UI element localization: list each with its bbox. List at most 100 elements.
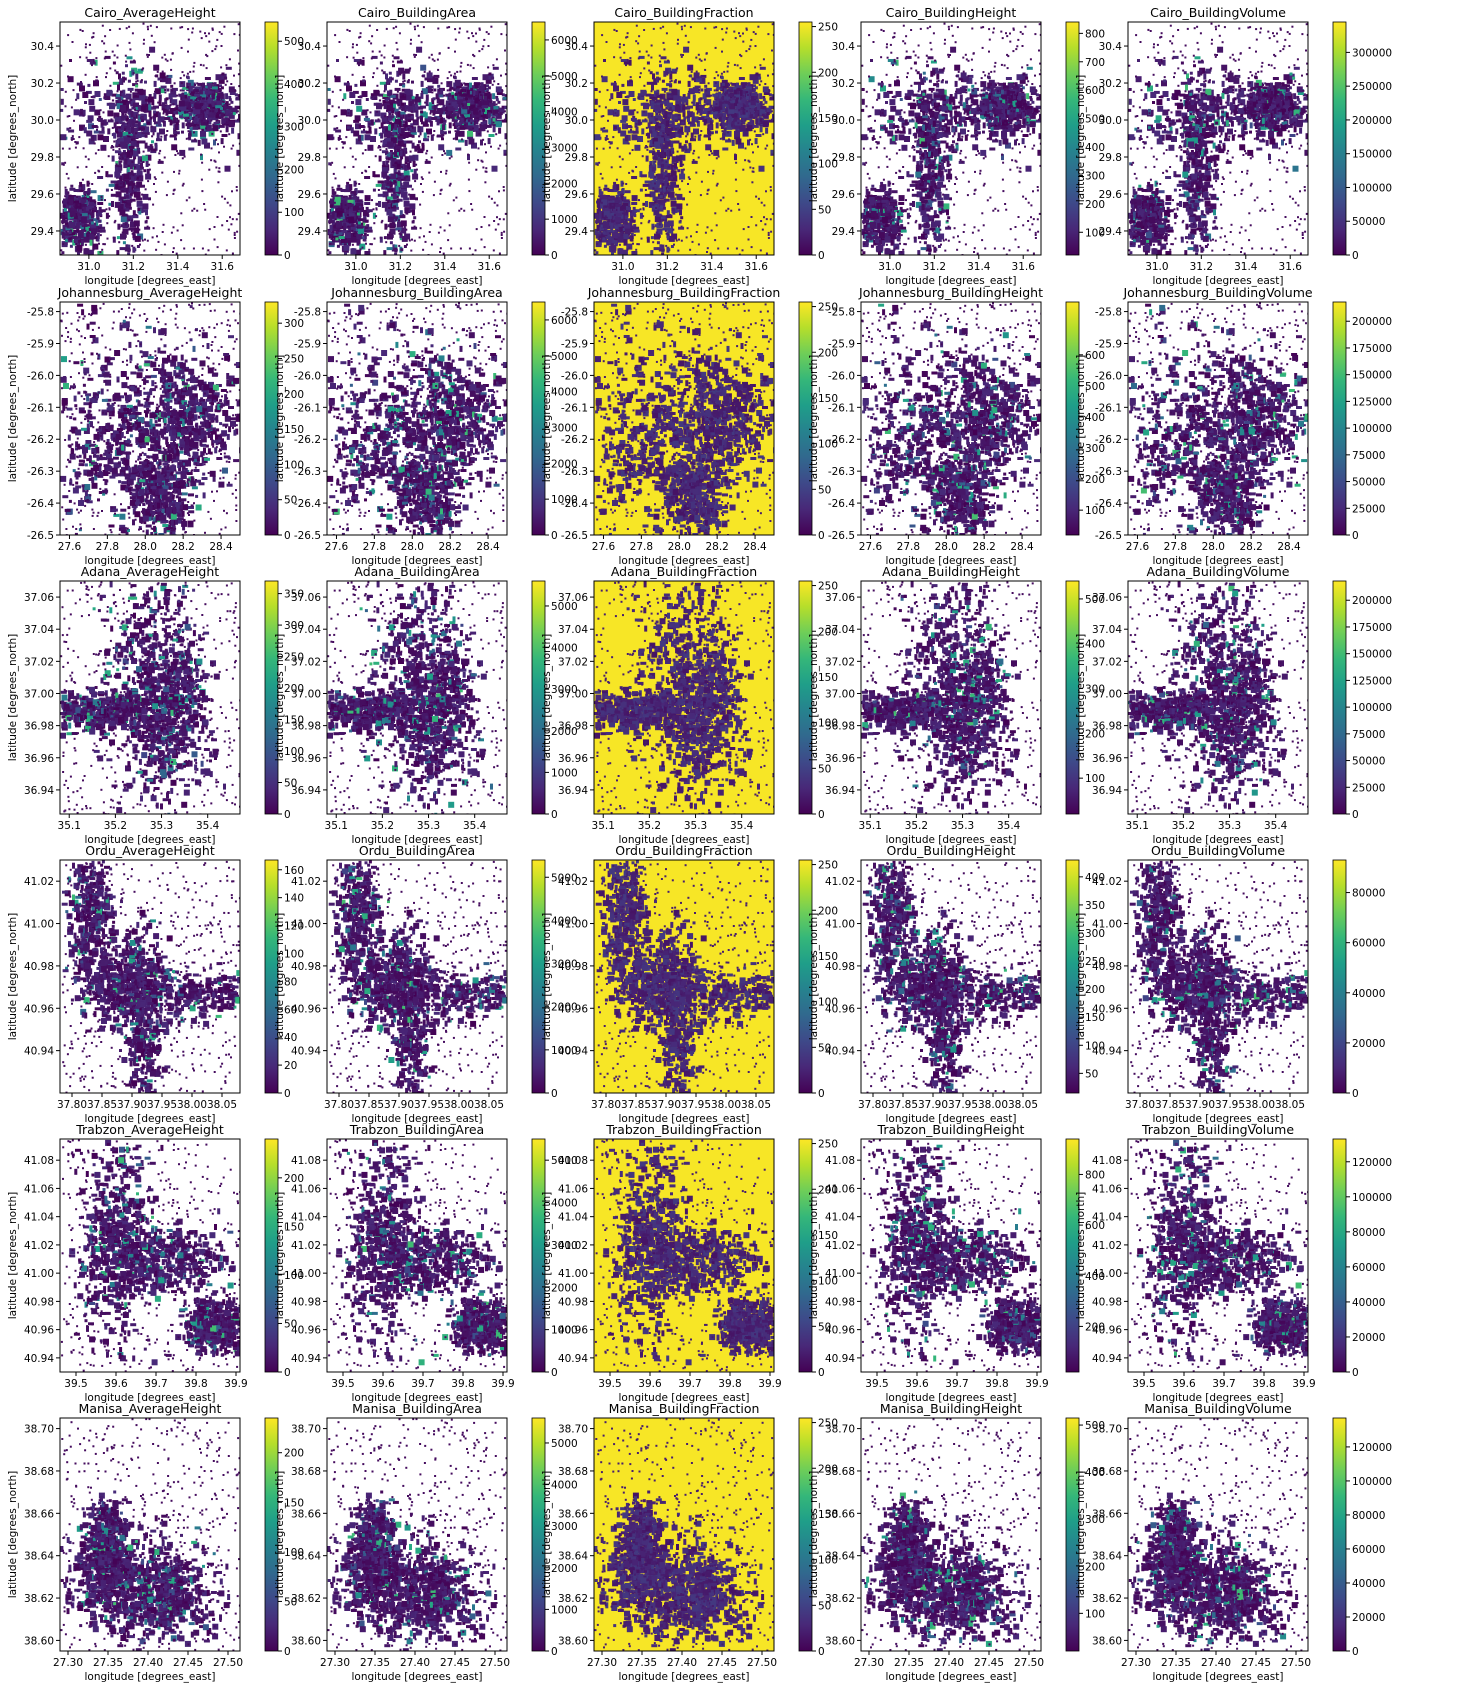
raster-cell [235,218,238,221]
raster-cell [149,116,153,120]
raster-cell [138,94,145,101]
raster-cell [638,94,645,100]
raster-cell [422,74,426,78]
raster-cell [487,106,490,110]
raster-cell [340,189,347,192]
raster-cell [471,77,478,80]
raster-cell [119,78,123,85]
raster-cell [177,152,180,155]
raster-cell [672,167,676,171]
raster-cell [477,111,484,118]
raster-cell [132,72,135,75]
raster-cell [691,120,695,127]
raster-cell [678,142,682,149]
raster-cell [388,124,391,131]
raster-cell [495,112,502,119]
raster-cell [69,127,72,130]
raster-cell [208,32,210,35]
raster-cell [128,185,132,192]
raster-cell [749,99,756,106]
raster-cell [478,27,481,30]
raster-cell [382,126,386,130]
raster-cell [136,79,139,82]
raster-cell [392,108,399,112]
raster-cell [228,98,232,102]
raster-cell [416,116,420,120]
raster-cell [383,250,387,255]
raster-cell [73,237,80,243]
raster-cell [486,130,489,133]
raster-cell [620,193,624,200]
raster-cell [388,71,392,75]
raster-cell [368,24,371,27]
raster-cell [211,28,214,31]
raster-cell [767,119,774,123]
raster-cell [500,231,503,234]
raster-cell [110,146,113,149]
raster-cell [218,170,221,173]
raster-cell [482,45,485,48]
raster-cell [472,67,475,70]
raster-cell [238,164,240,167]
raster-cell [364,195,371,202]
raster-cell [456,100,463,104]
raster-cell [336,59,339,62]
raster-cell [436,135,439,138]
raster-cell [152,227,155,230]
raster-cell [125,195,129,199]
raster-cell [159,128,165,135]
raster-cell [113,54,116,57]
raster-cell [108,202,112,206]
raster-cell [723,127,727,134]
raster-cell [132,210,136,217]
raster-cell [120,141,127,148]
raster-cell [136,245,140,248]
raster-cell [184,115,188,122]
raster-cell [347,240,351,247]
raster-cell [191,91,194,95]
raster-cell [149,24,152,27]
raster-cell [366,109,369,112]
raster-cell [116,103,123,110]
raster-cell [143,115,147,119]
raster-cell [436,58,439,61]
raster-cell [661,172,668,176]
raster-cell [393,177,397,184]
raster-cell [89,239,93,246]
raster-cell [388,99,395,103]
raster-cell [182,113,189,117]
raster-cell [357,215,361,219]
raster-cell [344,204,347,206]
raster-cell [208,168,211,171]
raster-cell [665,128,672,135]
raster-cell [702,93,706,100]
raster-cell [370,93,374,97]
raster-cell [418,126,421,133]
raster-cell [717,101,724,108]
raster-cell [343,93,347,100]
raster-cell [400,59,403,62]
raster-cell [659,244,663,251]
colorbar [264,21,279,256]
raster-cell [403,200,410,207]
raster-cell [105,72,108,75]
raster-cell [99,229,106,233]
raster-cell [339,89,342,92]
raster-cell [746,117,750,121]
raster-cell [362,57,365,60]
raster-cell [728,97,732,101]
raster-cell [662,118,668,125]
raster-cell [230,223,233,226]
raster-cell [461,103,464,106]
raster-cell [670,170,677,177]
raster-cell [141,193,144,196]
raster-cell [764,100,768,104]
raster-cell [648,116,655,123]
raster-cell [140,159,142,162]
raster-cell [189,70,192,73]
raster-cell [174,137,177,141]
raster-cell [191,130,198,137]
raster-cell [488,72,492,76]
raster-cell [676,193,683,200]
colorbar-tick-label: 400 [284,79,304,91]
